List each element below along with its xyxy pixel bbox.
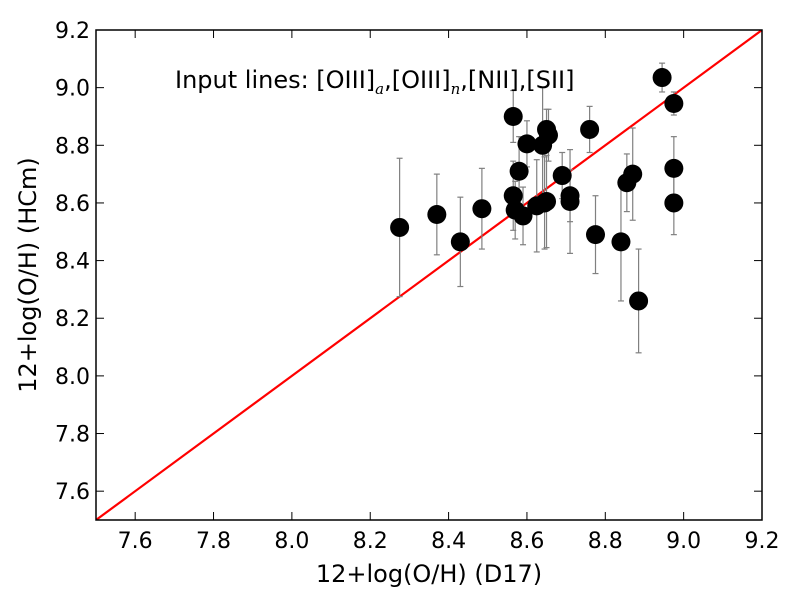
data-point xyxy=(552,166,572,186)
data-point xyxy=(427,204,447,224)
x-axis-title: 12+log(O/H) (D17) xyxy=(316,560,542,588)
data-point xyxy=(390,217,410,237)
x-tick-label: 9.0 xyxy=(666,529,701,554)
x-tick-label: 7.8 xyxy=(196,529,231,554)
y-tick-label: 8.8 xyxy=(55,134,90,159)
data-point xyxy=(538,125,558,145)
data-point xyxy=(611,232,631,252)
x-tick-label: 9.2 xyxy=(745,529,780,554)
reference-line xyxy=(96,30,762,520)
data-point xyxy=(580,119,600,139)
y-tick-label: 8.2 xyxy=(55,307,90,332)
x-tick-label: 8.2 xyxy=(353,529,388,554)
y-tick-label: 9.2 xyxy=(55,19,90,44)
data-point xyxy=(537,192,557,211)
data-point xyxy=(664,158,684,178)
data-point xyxy=(513,206,533,226)
y-tick-label: 9.0 xyxy=(55,77,90,102)
y-tick-label: 8.6 xyxy=(55,192,90,217)
x-tick-label: 8.4 xyxy=(431,529,466,554)
data-point xyxy=(503,186,523,206)
x-tick-label: 8.8 xyxy=(588,529,623,554)
plot-frame xyxy=(95,29,763,521)
data-point xyxy=(509,161,529,181)
data-point xyxy=(503,106,523,126)
plot-area xyxy=(96,30,762,520)
y-tick-label: 7.8 xyxy=(55,423,90,448)
data-point xyxy=(664,94,684,113)
y-tick-label: 8.0 xyxy=(55,365,90,390)
x-tick-label: 7.6 xyxy=(118,529,153,554)
data-point xyxy=(560,192,580,211)
data-point xyxy=(629,291,649,311)
data-point xyxy=(586,225,605,245)
data-point xyxy=(450,232,470,252)
data-point xyxy=(652,68,672,88)
data-point xyxy=(623,164,643,184)
data-point xyxy=(517,134,537,154)
axis-ticks: 7.6 7.8 8.0 8.2 8.4 8.6 8.8 9.0 9.2 7.6 7.8 8.0 8.2 8… xyxy=(55,19,780,554)
data-point xyxy=(664,193,684,213)
y-tick-label: 7.6 xyxy=(55,480,90,505)
input-lines-annotation: Input lines: [OIII]a,[OIII]n,[NII],[SII] xyxy=(175,66,574,98)
x-tick-label: 8.6 xyxy=(509,529,544,554)
y-axis-title: 12+log(O/H) (HCm) xyxy=(14,157,42,393)
x-tick-label: 8.0 xyxy=(274,529,309,554)
data-point xyxy=(472,199,492,219)
y-tick-label: 8.4 xyxy=(55,250,90,275)
